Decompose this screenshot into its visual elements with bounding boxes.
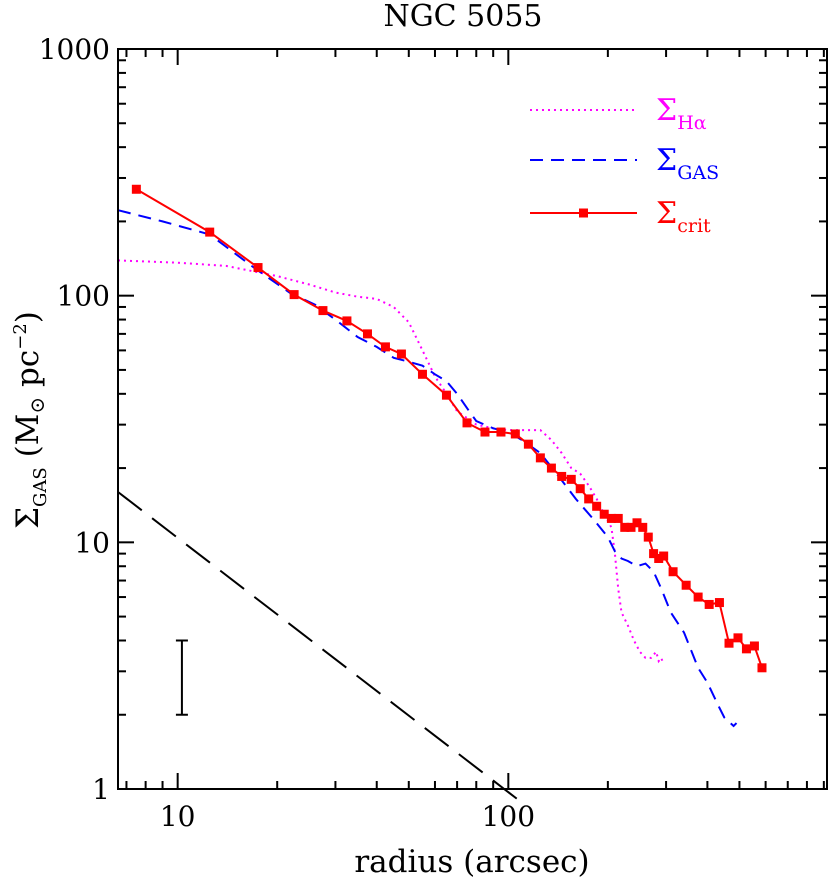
x-tick-label: 10: [160, 800, 196, 833]
chart-title: NGC 5055: [383, 0, 542, 34]
y-axis-label-units2: pc: [10, 350, 46, 397]
legend-item-halpha: ΣHα: [530, 93, 707, 134]
data-point: [205, 227, 215, 237]
series-reference: [117, 491, 523, 804]
data-point: [131, 184, 141, 194]
series-crit: [131, 184, 767, 673]
data-point: [535, 453, 545, 463]
data-point: [632, 518, 642, 528]
data-point: [592, 501, 602, 511]
series-line-gas: [117, 209, 738, 728]
y-tick-label: 1: [92, 773, 110, 806]
y-axis-label-subscript: GAS: [30, 467, 51, 507]
y-axis-label-sun: ⊙: [25, 397, 49, 414]
data-point: [441, 390, 451, 400]
series-layer: [117, 184, 767, 804]
data-point: [362, 329, 372, 339]
data-point: [584, 494, 594, 504]
data-point: [681, 580, 691, 590]
x-axis-label: radius (arcsec): [354, 844, 589, 880]
data-point: [318, 306, 328, 316]
svg-text:ΣGAS (M⊙ pc−2): ΣGAS (M⊙ pc−2): [10, 311, 51, 529]
x-tick-label: 100: [482, 800, 535, 833]
y-tick-label: 100: [57, 280, 110, 313]
data-point: [638, 522, 648, 532]
data-point: [620, 522, 630, 532]
data-point: [480, 427, 490, 437]
series-line-halpha: [117, 259, 665, 665]
data-point: [396, 349, 406, 359]
data-point: [714, 598, 724, 608]
legend-label: ΣHα: [656, 93, 707, 134]
data-point: [613, 513, 623, 523]
data-point: [659, 551, 669, 561]
data-point: [380, 342, 390, 352]
data-point: [566, 474, 576, 484]
axis-tick-labels: 1 10 100 1000 10 100: [39, 33, 535, 833]
data-point: [417, 369, 427, 379]
data-point: [462, 418, 472, 428]
y-axis-label-exponent: −2: [10, 323, 31, 350]
data-point: [626, 522, 636, 532]
data-point: [749, 641, 759, 651]
data-point: [654, 553, 664, 563]
data-point: [575, 484, 585, 494]
data-point: [289, 290, 299, 300]
data-point: [523, 439, 533, 449]
series-gas: [117, 209, 738, 728]
error-bar: [175, 639, 188, 716]
legend: ΣHα ΣGAS Σcrit: [530, 93, 719, 237]
legend-item-gas: ΣGAS: [530, 143, 719, 184]
data-point: [510, 429, 520, 439]
legend-label: Σcrit: [656, 196, 711, 237]
data-point: [668, 567, 678, 577]
data-point: [496, 427, 506, 437]
data-point: [546, 463, 556, 473]
data-point: [606, 513, 616, 523]
y-axis-label-close: ): [10, 311, 46, 323]
legend-item-crit: Σcrit: [530, 196, 711, 237]
plot-frame: [117, 48, 828, 790]
y-axis-label: ΣGAS (M⊙ pc−2): [10, 311, 51, 529]
series-halpha: [117, 259, 665, 665]
data-point: [253, 263, 263, 273]
data-point: [733, 633, 743, 643]
data-point: [599, 509, 609, 519]
axis-ticks: [118, 48, 827, 790]
legend-marker: [579, 208, 588, 218]
y-tick-label: 1000: [39, 33, 110, 66]
data-point: [741, 644, 751, 654]
data-point: [557, 471, 567, 481]
data-point: [757, 663, 767, 673]
data-point: [342, 316, 352, 326]
data-point: [704, 599, 714, 609]
legend-label: ΣGAS: [656, 143, 719, 184]
y-axis-label-symbol: Σ: [10, 507, 46, 529]
y-tick-label: 10: [74, 526, 110, 559]
series-line-reference: [117, 491, 523, 804]
y-axis-label-units: (M: [10, 414, 46, 468]
data-point: [693, 592, 703, 602]
series-line-crit: [135, 188, 763, 669]
data-point: [649, 549, 659, 559]
data-point: [724, 638, 734, 648]
data-point: [643, 532, 653, 542]
